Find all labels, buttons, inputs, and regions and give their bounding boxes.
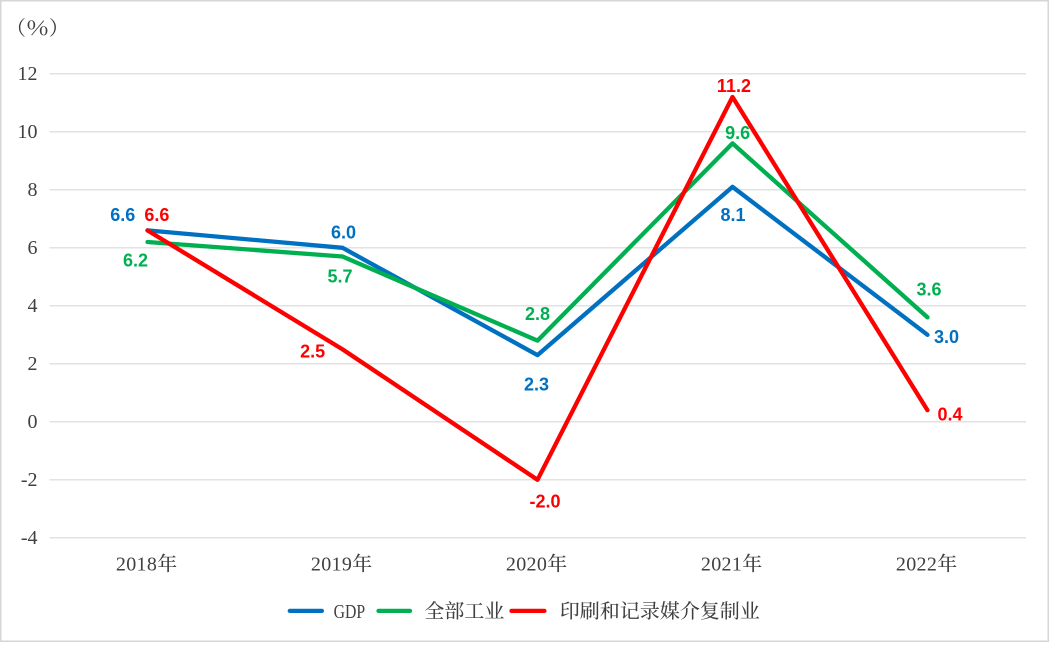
svg-text:0: 0	[28, 411, 38, 433]
svg-text:6.6: 6.6	[144, 205, 169, 225]
svg-text:11.2: 11.2	[717, 76, 751, 96]
svg-text:5.7: 5.7	[327, 267, 352, 287]
svg-text:2.5: 2.5	[300, 342, 325, 362]
svg-text:-2.0: -2.0	[529, 491, 560, 511]
svg-text:2021: 2021	[701, 554, 742, 576]
svg-text:6: 6	[28, 237, 38, 259]
svg-text:2018: 2018	[116, 554, 157, 576]
svg-text:0.4: 0.4	[937, 404, 962, 424]
svg-text:9.6: 9.6	[725, 123, 750, 143]
svg-text:2: 2	[28, 353, 38, 375]
svg-text:10: 10	[18, 121, 38, 143]
svg-text:GDP: GDP	[334, 601, 366, 623]
svg-text:2022: 2022	[896, 554, 937, 576]
svg-text:4: 4	[28, 295, 38, 317]
svg-text:12: 12	[18, 63, 38, 85]
svg-text:2.8: 2.8	[525, 304, 550, 324]
svg-text:6.2: 6.2	[123, 251, 148, 271]
svg-text:3.0: 3.0	[934, 327, 959, 347]
svg-text:2.3: 2.3	[524, 375, 549, 395]
svg-text:8: 8	[28, 179, 38, 201]
svg-text:2020: 2020	[506, 554, 547, 576]
svg-text:8.1: 8.1	[720, 205, 745, 225]
svg-text:-2: -2	[21, 469, 38, 491]
svg-text:6.0: 6.0	[331, 223, 356, 243]
svg-text:-4: -4	[21, 527, 38, 549]
svg-text:3.6: 3.6	[916, 280, 941, 300]
svg-text:2019: 2019	[311, 554, 352, 576]
svg-text:6.6: 6.6	[110, 205, 135, 225]
